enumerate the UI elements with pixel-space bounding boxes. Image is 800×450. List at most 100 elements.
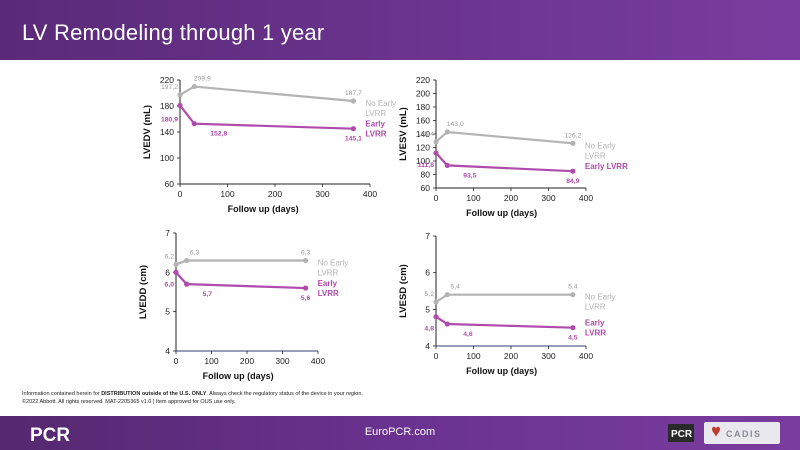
data-point-no-early [444,129,450,135]
chart-lvesd: 4 5 6 7 0 100 200 300 400 Follow up (days) LVESD (… [398,231,616,376]
data-label-early: 84,9 [566,178,579,185]
data-label-early: 145,1 [345,136,362,143]
x-tick-label: 0 [434,351,439,361]
footer-bar: PCR EuroPCR.com PCR CADIS [0,416,800,450]
y-axis-label: LVESD (cm) [398,264,409,318]
y-tick-label: 60 [165,179,175,189]
data-label-early: 4,6 [463,331,473,338]
data-label-no-early: 197,2 [161,84,178,91]
data-point-early [433,314,439,320]
data-label-no-early: 209,9 [194,76,211,83]
y-tick-label: 220 [160,75,174,85]
y-tick-label: 200 [416,89,430,99]
y-tick-label: 5 [165,307,170,317]
y-tick-label: 60 [421,183,431,193]
series-name-early: Early LVRR [585,162,628,171]
series-name-no-early: No Early [585,293,616,302]
data-point-early [302,285,309,291]
series-name-early: Early [365,120,385,129]
x-tick-label: 0 [178,189,183,199]
y-tick-label: 180 [160,101,174,111]
x-tick-label: 100 [220,189,234,199]
heart-icon [712,426,720,437]
x-tick-label: 200 [240,356,254,366]
y-tick-label: 100 [416,156,430,166]
x-tick-label: 200 [504,351,518,361]
data-point-early [444,162,450,168]
pcr-logo-small: PCR [668,424,694,442]
data-point-no-early [184,257,190,264]
data-point-no-early [191,83,197,90]
data-point-early [433,150,439,156]
data-label-no-early: 187,7 [345,90,362,97]
data-point-no-early [302,257,309,264]
data-label-early: 180,9 [161,116,178,123]
y-tick-label: 80 [421,170,431,180]
data-label-no-early: 5,2 [425,291,435,298]
x-axis-label: Follow up (days) [228,204,299,214]
x-axis-label: Follow up (days) [466,366,537,376]
data-point-no-early [570,140,576,146]
data-point-early [191,121,197,127]
data-point-early [173,269,179,275]
y-tick-label: 140 [416,129,430,139]
series-line-early [435,315,573,329]
series-line-early [175,271,306,290]
y-tick-label: 7 [425,231,430,241]
data-point-early [177,102,183,109]
series-line-no-early [435,130,573,145]
data-label-no-early: 143,0 [447,121,464,128]
series-name-early: Early [585,319,605,328]
y-axis-label: LVESV (mL) [398,107,409,161]
data-point-early [570,168,576,174]
x-tick-label: 200 [504,193,518,203]
y-tick-label: 180 [416,102,430,112]
y-tick-label: 100 [160,153,174,163]
data-point-no-early [444,292,450,298]
data-point-no-early [433,299,439,305]
chart-lvesv: 60 80 100 120 140 160 180 200 220 0 100 200 300 400 Fo… [398,75,628,218]
europcr-logo-text: PCR [30,425,70,445]
data-label-early: 5,7 [203,291,213,298]
x-tick-label: 300 [541,193,555,203]
series-name-early: LVRR [365,130,386,139]
y-axis-label: LVEDD (cm) [138,265,149,319]
series-line-no-early [179,85,354,103]
series-name-no-early: No Early [365,99,396,108]
x-axis-label: Follow up (days) [203,371,274,381]
data-label-early: 5,6 [301,295,311,302]
data-point-early [444,321,450,327]
data-label-early: 4,5 [568,335,578,342]
data-label-no-early: 5,4 [451,284,461,291]
x-tick-label: 400 [311,356,325,366]
data-point-no-early [173,261,179,268]
disclaimer: Information contained herein for DISTRIB… [22,390,363,406]
series-line-no-early [175,259,306,266]
series-name-early: Early [318,279,338,288]
data-label-early: 4,8 [425,326,435,333]
x-tick-label: 400 [579,351,593,361]
x-tick-label: 0 [434,193,439,203]
data-label-early: 152,8 [210,131,227,138]
footer-site: EuroPCR.com [364,426,436,438]
page-title: LV Remodeling through 1 year [22,20,325,45]
disclaimer-line1: Information contained herein for DISTRIB… [22,391,363,397]
pcr-logo-small-text: PCR [671,429,693,440]
x-tick-label: 300 [315,189,329,199]
series-name-no-early: LVRR [585,151,606,160]
series-name-no-early: No Early [585,141,616,150]
y-tick-label: 6 [425,268,430,278]
data-label-early: 6,0 [165,281,175,288]
x-tick-label: 300 [541,351,555,361]
series-name-no-early: LVRR [585,303,606,312]
x-tick-label: 400 [363,189,377,199]
cadis-logo: CADIS [704,422,780,444]
disclaimer-line2: ©2022 Abbott. All rights reserved. MAT-2… [22,399,236,405]
data-point-no-early [570,292,576,298]
series-name-no-early: LVRR [365,109,386,118]
data-point-no-early [433,139,439,145]
series-line-no-early [435,293,573,303]
x-tick-label: 100 [466,351,480,361]
cadis-logo-text: CADIS [726,429,762,439]
data-label-no-early: 5,4 [568,284,578,291]
